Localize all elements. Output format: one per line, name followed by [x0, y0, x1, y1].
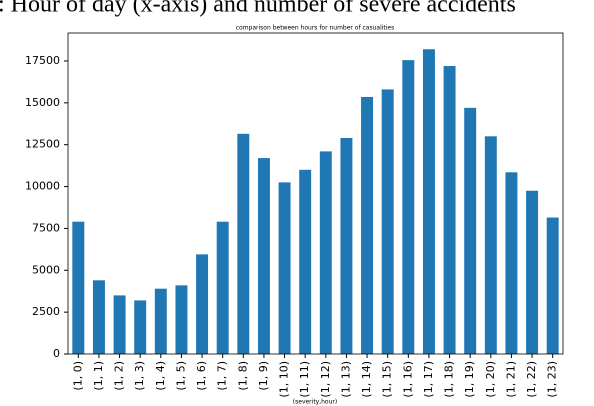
- x-tick-label: (1, 22): [525, 361, 538, 398]
- bar: [299, 169, 312, 354]
- bar: [216, 221, 229, 354]
- x-tick-label: (1, 14): [360, 361, 373, 398]
- bar: [257, 158, 270, 354]
- x-tick-label: (1, 13): [339, 361, 352, 398]
- bar: [443, 65, 456, 354]
- y-tick-label: 5000: [32, 263, 60, 276]
- x-tick-label: (1, 18): [443, 361, 456, 398]
- y-tick-label: 15000: [25, 96, 60, 109]
- y-tick-label: 0: [53, 347, 60, 360]
- bar: [92, 280, 105, 354]
- bar: [196, 254, 209, 354]
- bar: [175, 285, 188, 354]
- x-tick-label: (1, 5): [174, 361, 187, 391]
- x-tick-label: (1, 3): [133, 361, 146, 391]
- x-tick-label: (1, 7): [216, 361, 229, 391]
- x-tick-label: (1, 16): [401, 361, 414, 398]
- caption: : Hour of day (x-axis) and number of sev…: [0, 0, 516, 18]
- bar: [546, 217, 559, 354]
- x-tick-label: (1, 21): [504, 361, 517, 398]
- bar: [113, 295, 126, 354]
- x-tick-label: (1, 0): [71, 361, 84, 391]
- bar: [319, 151, 332, 354]
- x-tick-label: (1, 9): [257, 361, 270, 391]
- x-tick-label: (1, 17): [422, 361, 435, 398]
- bar: [154, 288, 167, 354]
- bar: [381, 89, 394, 354]
- bar: [237, 133, 250, 354]
- x-tick-label: (1, 1): [92, 361, 105, 391]
- bar: [464, 107, 477, 354]
- bar: [422, 49, 435, 355]
- x-tick-label: (1, 15): [381, 361, 394, 398]
- bar: [361, 96, 374, 354]
- x-tick-label: (1, 2): [113, 361, 126, 391]
- x-tick-label: (1, 6): [195, 361, 208, 391]
- y-tick-label: 17500: [25, 54, 60, 67]
- chart-title: comparison between hours for number of c…: [236, 25, 395, 32]
- y-tick-label: 2500: [32, 305, 60, 318]
- x-tick-label: (1, 19): [463, 361, 476, 398]
- bar: [278, 182, 291, 354]
- bar: [526, 190, 539, 354]
- x-tick-label: (1, 11): [298, 361, 311, 398]
- plot-frame: [67, 32, 564, 355]
- x-tick-label: (1, 4): [154, 361, 167, 391]
- bar: [402, 60, 415, 354]
- x-tick-label: (1, 12): [319, 361, 332, 398]
- x-tick-label: (1, 20): [484, 361, 497, 398]
- bar: [134, 300, 147, 354]
- bar: [484, 136, 497, 354]
- x-tick-label: (1, 23): [546, 361, 559, 398]
- bar: [72, 221, 85, 354]
- y-tick-label: 10000: [25, 180, 60, 193]
- x-tick-label: (1, 10): [278, 361, 291, 398]
- x-axis-label: (severity,hour): [293, 399, 337, 406]
- x-tick-label: (1, 8): [236, 361, 249, 391]
- bar: [505, 172, 518, 354]
- y-tick-label: 7500: [32, 221, 60, 234]
- bar: [340, 137, 353, 354]
- y-tick-label: 12500: [25, 138, 60, 151]
